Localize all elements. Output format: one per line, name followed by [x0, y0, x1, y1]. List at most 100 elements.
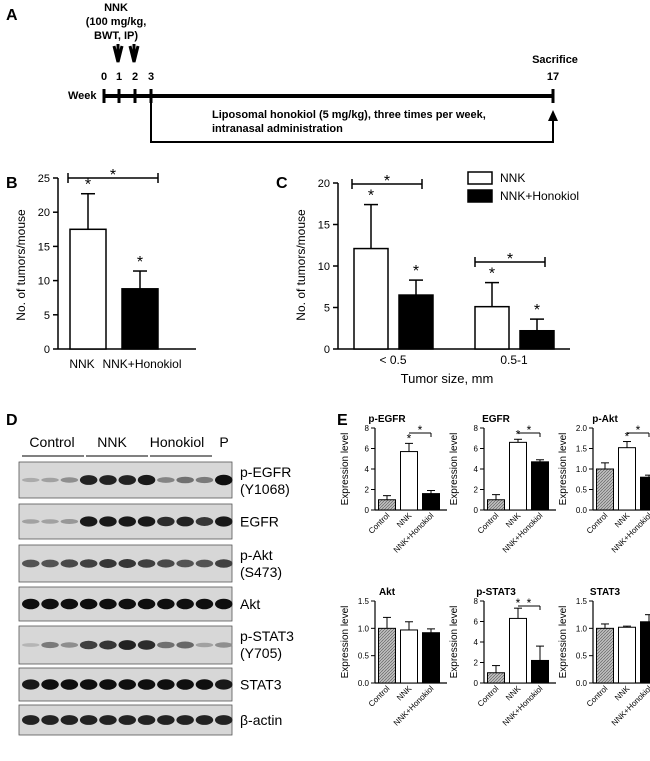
blot-band: [195, 679, 214, 690]
c-bar: [519, 329, 555, 350]
e-y-tick-label: 1.5: [576, 597, 588, 606]
blot-band: [215, 516, 233, 527]
blot-band: [157, 559, 175, 568]
e-x-tick-label: Control: [476, 684, 501, 709]
c-bracket-mark: *: [384, 173, 390, 190]
e-bar: [509, 617, 527, 684]
panel-label-b: B: [6, 175, 18, 192]
e-bar: [378, 627, 396, 684]
blot-band: [157, 598, 175, 610]
e-sig-mark: *: [625, 430, 630, 444]
blot-band: [79, 516, 98, 527]
blot-band: [137, 598, 156, 610]
e-y-tick-label: 1.5: [358, 597, 370, 606]
e-x-tick-label: NNK+Honokiol: [392, 684, 436, 728]
b-y-tick-label: 0: [44, 344, 50, 356]
blot-band: [79, 640, 98, 650]
e-bar: [400, 451, 418, 511]
panel-label-a: A: [6, 7, 18, 24]
blot-band: [99, 559, 117, 568]
e-x-tick-label: NNK: [504, 511, 523, 530]
blot-band: [118, 598, 136, 610]
e-y-tick-label: 0.0: [576, 679, 588, 688]
blot-band: [137, 715, 156, 725]
blot-band: [176, 476, 194, 484]
e-x-tick-label: Control: [585, 684, 610, 709]
c-x-tick-label: 0.5-1: [500, 353, 528, 367]
e-bracket-mark: *: [636, 423, 641, 437]
c-sig-mark: *: [413, 263, 419, 280]
blot-band: [118, 640, 136, 650]
chart-b: 0 5 10 15 20 25 * NNK * NNK+Honokiol *: [38, 167, 196, 371]
e-y-tick-label: 6: [474, 618, 479, 627]
blot-band: [137, 679, 156, 690]
blot-band: [60, 642, 79, 648]
blot-band: [137, 516, 156, 527]
blot-band: [157, 516, 175, 527]
e-y-tick-label: 8: [474, 597, 479, 606]
e-x-tick-label: Control: [585, 511, 610, 536]
c-sig-mark: *: [534, 302, 540, 319]
c-bar: [474, 305, 510, 350]
blot-band: [118, 559, 136, 568]
e-y-tick-label: 6: [474, 445, 479, 454]
blot-group-p: P: [219, 434, 228, 450]
b-y-tick-label: 10: [38, 276, 50, 288]
blot-row-sublabel: (S473): [240, 564, 282, 580]
panel-label-c: C: [276, 175, 288, 192]
c-y-tick-label: 20: [318, 178, 330, 190]
blot-band: [60, 559, 79, 568]
e-x-tick-label: NNK: [613, 684, 632, 703]
blot-band: [195, 559, 214, 568]
c-y-tick-label: 0: [324, 344, 330, 356]
week-17-label: 17: [547, 71, 559, 83]
blot-band: [118, 475, 136, 485]
blot-band: [176, 598, 194, 610]
e-y-tick-label: 4: [474, 465, 479, 474]
blot-band: [176, 641, 194, 649]
e-bar: [400, 629, 418, 684]
panel-c: C No. of tumors/mouse Tumor size, mm 0 5 1…: [276, 171, 579, 386]
e-y-tick-label: 0.0: [576, 506, 588, 515]
timeline-ticks: [102, 89, 555, 103]
week-0-label: 0: [101, 71, 107, 83]
blot-band: [176, 516, 194, 527]
regimen-line-2: intranasal administration: [212, 123, 343, 135]
blot-band: [99, 516, 117, 527]
e-y-tick-label: 8: [365, 424, 370, 433]
blot-row-label: p-EGFR: [240, 464, 291, 480]
e-bar: [531, 461, 549, 511]
e-bracket-mark: *: [527, 423, 532, 437]
panel-label-d: D: [6, 412, 18, 429]
e-chart-egfr: EGFR Expression level 0 2 4 6 8 Control * NNKNNK+…: [449, 414, 556, 555]
e-x-tick-label: NNK: [395, 684, 414, 703]
blot-band: [99, 640, 117, 650]
e-chart-title: p-EGFR: [368, 414, 406, 425]
blot-band: [176, 715, 194, 725]
e-chart-title: STAT3: [590, 587, 621, 598]
blot-band: [22, 477, 40, 483]
e-sig-mark: *: [516, 596, 521, 610]
blot-row-label: STAT3: [240, 677, 282, 693]
e-y-tick-label: 1.5: [576, 445, 588, 454]
panel-a: A NNK (100 mg/kg, BWT, IP) 0 1 2 3 Sacri…: [6, 2, 578, 143]
c-y-tick-label: 10: [318, 261, 330, 273]
e-chart-ylabel: Expression level: [340, 606, 351, 679]
blot-group-nnk: NNK: [97, 434, 127, 450]
e-x-tick-label: Control: [367, 511, 392, 536]
blot-band: [22, 598, 40, 610]
legend-c: NNK NNK+Honokiol: [467, 171, 579, 203]
e-bar: [422, 493, 440, 511]
e-chart-ylabel: Expression level: [558, 433, 569, 506]
e-chart-akt: Akt Expression level 0.0 0.5 1.0 1.5 Control NN…: [340, 587, 447, 728]
blot-band: [157, 715, 175, 725]
blot-band: [118, 715, 136, 725]
panel-d: D Control NNK Honokiol P p-EGFR(Y1068) EG…: [6, 412, 294, 736]
blot-band: [118, 516, 136, 527]
e-chart-title: EGFR: [482, 414, 511, 425]
blot-band: [60, 519, 79, 524]
e-chart-title: Akt: [379, 587, 396, 598]
nnk-dose-line-3: BWT, IP): [94, 30, 138, 42]
e-x-tick-label: NNK+Honokiol: [501, 511, 545, 555]
panel-label-e: E: [337, 412, 348, 429]
